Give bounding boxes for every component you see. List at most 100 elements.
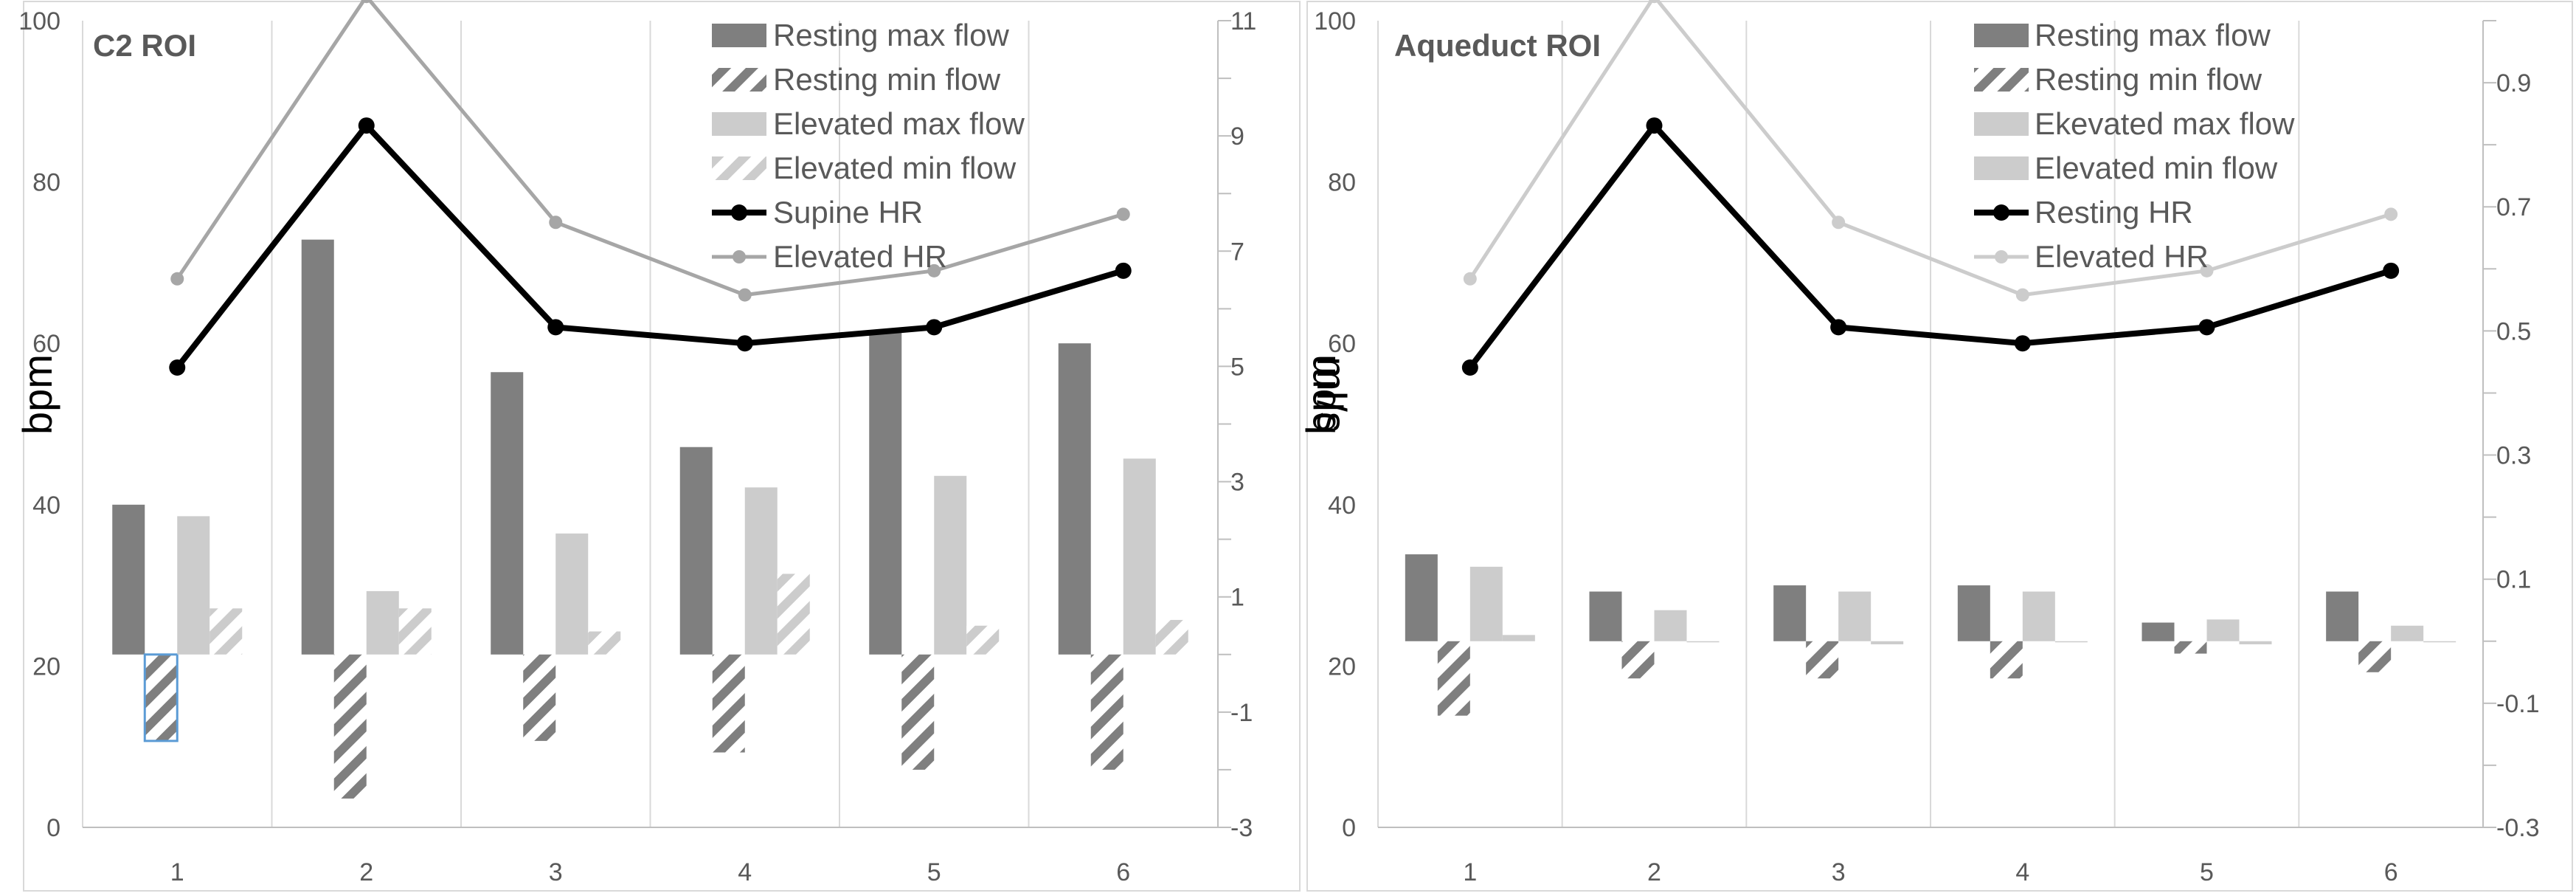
y-tick-label: 40	[32, 492, 60, 520]
marker-supine-hr	[736, 335, 753, 352]
legend-label-resting-min-flow: Resting min flow	[773, 62, 1001, 97]
bar-resting-min-flow	[1806, 641, 1839, 679]
bar-elevated-max-flow	[366, 590, 399, 655]
marker-supine-hr	[1115, 262, 1132, 279]
marker-resting-hr	[2198, 319, 2215, 336]
legend-label-ekevated-max-flow: Ekevated max flow	[2035, 106, 2295, 141]
bar-resting-max-flow	[2326, 591, 2359, 641]
bar-resting-min-flow	[712, 654, 745, 753]
y2-tick-label: 11	[1230, 7, 1256, 35]
bar-resting-max-flow	[491, 372, 524, 655]
marker-supine-hr	[358, 117, 375, 134]
line-elevated-hr	[176, 0, 1124, 297]
bar-elevated-min-flow	[966, 625, 1000, 655]
marker-supine-hr	[547, 319, 564, 336]
bar-elevated-max-flow	[555, 533, 589, 655]
y-tick-label: 80	[1328, 169, 1356, 197]
bar-elevated-min-flow	[398, 608, 432, 655]
legend-label-elevated-max-flow: Elevated max flow	[773, 106, 1025, 141]
legend-swatch-resting-min-flow	[712, 68, 766, 92]
y-axis-title: bpm	[1298, 354, 1344, 435]
y2-tick-label: -1	[1230, 699, 1253, 727]
bar-resting-min-flow	[1090, 654, 1123, 770]
marker-resting-hr	[2383, 262, 2400, 279]
y2-tick-label: 0.5	[2496, 317, 2531, 345]
y-axis-title: bpm	[14, 354, 60, 435]
bar-resting-max-flow	[1773, 585, 1807, 641]
y-tick-label: 80	[32, 169, 60, 197]
y-tick-label: 60	[32, 330, 60, 358]
y2-tick-label: 0.1	[2496, 566, 2531, 594]
marker-elevated-hr	[361, 0, 373, 4]
panel-border	[23, 1, 1301, 892]
legend-label-resting-max-flow: Resting max flow	[2035, 18, 2271, 52]
y2-tick-label: 5	[1230, 353, 1244, 381]
y-tick-label: 100	[18, 7, 60, 35]
y2-tick-label: -0.3	[2496, 814, 2540, 842]
bar-elevated-min-flow	[2423, 641, 2456, 643]
bar-ekevated-max-flow	[2206, 619, 2240, 641]
panel-border	[1306, 1, 2573, 892]
bar-resting-min-flow	[1990, 641, 2023, 679]
y2-tick-label: 7	[1230, 238, 1244, 266]
x-tick-label: 4	[738, 858, 752, 886]
bar-elevated-max-flow	[744, 487, 778, 655]
legend-label-resting-min-flow: Resting min flow	[2035, 62, 2262, 97]
y2-tick-label: -3	[1230, 814, 1253, 842]
bar-elevated-max-flow	[934, 475, 967, 655]
y-tick-label: 20	[1328, 652, 1356, 680]
bar-resting-max-flow	[2142, 622, 2175, 641]
legend-label-elevated-min-flow: Elevated min flow	[773, 151, 1017, 185]
x-tick-label: 5	[2200, 858, 2214, 886]
y2-tick-label: 0.7	[2496, 193, 2531, 221]
legend-label-resting-hr: Resting HR	[2035, 195, 2193, 230]
x-tick-label: 1	[170, 858, 184, 886]
bar-resting-min-flow	[2358, 641, 2392, 672]
bar-elevated-min-flow	[210, 608, 243, 655]
bar-resting-max-flow	[301, 239, 334, 655]
marker-supine-hr	[169, 359, 186, 376]
bar-resting-min-flow	[1621, 641, 1655, 679]
y-tick-label: 0	[46, 814, 60, 842]
chart-title: C2 ROI	[93, 28, 196, 63]
bar-resting-max-flow	[112, 504, 145, 655]
x-tick-label: 5	[927, 858, 941, 886]
bar-resting-max-flow	[1058, 343, 1091, 655]
legend-swatch-resting-max-flow	[712, 24, 766, 47]
bar-resting-max-flow	[869, 331, 902, 655]
y-tick-label: 100	[1314, 7, 1356, 35]
legend-marker-elevated-hr	[1995, 250, 2008, 263]
legend-label-supine-hr: Supine HR	[773, 195, 923, 230]
legend-marker-supine-hr	[731, 204, 747, 221]
bar-elevated-min-flow	[588, 631, 621, 655]
marker-elevated-hr	[170, 272, 184, 286]
marker-resting-hr	[1461, 359, 1478, 376]
legend-swatch-elevated-max-flow	[712, 112, 766, 136]
legend-label-resting-max-flow: Resting max flow	[773, 18, 1009, 52]
bar-ekevated-max-flow	[2391, 625, 2424, 641]
marker-elevated-hr	[549, 216, 563, 230]
chart-title: Aqueduct ROI	[1394, 28, 1601, 63]
x-tick-label: 3	[1832, 858, 1846, 886]
bar-elevated-max-flow	[177, 516, 210, 655]
y2-axis-title: ml/s	[1309, 356, 1355, 433]
legend-marker-resting-hr	[1993, 204, 2009, 221]
bar-elevated-min-flow	[777, 573, 810, 655]
line-resting-hr	[1467, 123, 2392, 370]
y-tick-label: 0	[1342, 814, 1356, 842]
marker-elevated-hr	[2200, 263, 2214, 278]
chart-panel-2: 0 20 40 60 80 100 -0.3 -0.1 0.1 0.3 0.5 0.7 0.9 1 2 3 4 5…	[1298, 0, 2576, 892]
bar-ekevated-max-flow	[1838, 591, 1872, 641]
y2-tick-label: 3	[1230, 469, 1244, 497]
legend-swatch-elevated-min-flow	[1974, 156, 2029, 180]
bar-resting-max-flow	[1957, 585, 1990, 641]
legend-label-elevated-hr: Elevated HR	[773, 239, 947, 274]
bar-resting-max-flow	[1589, 591, 1622, 641]
y2-tick-label: 1	[1230, 584, 1244, 612]
y-tick-label: 20	[32, 652, 60, 680]
x-tick-label: 6	[1116, 858, 1130, 886]
marker-supine-hr	[926, 319, 943, 336]
legend-label-elevated-min-flow: Elevated min flow	[2035, 151, 2278, 185]
